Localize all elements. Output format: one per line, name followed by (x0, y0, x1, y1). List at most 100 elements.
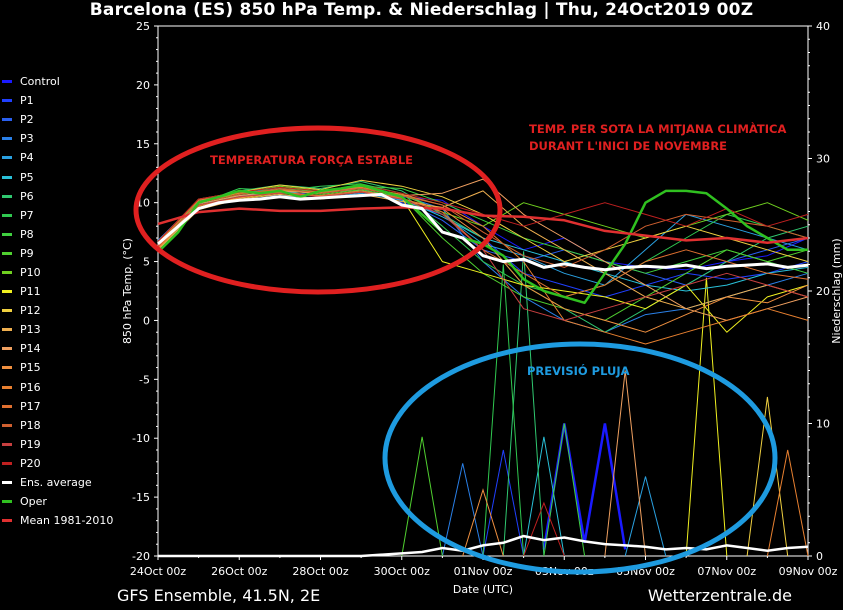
legend-swatch (2, 175, 12, 179)
legend: Control P1 P2 P3 P4 P5 P6 P7 P8 P9 P10 P11 P12 P13 P14… (2, 72, 122, 530)
y2-tick-label: 30 (816, 153, 830, 166)
legend-label: Oper (20, 495, 47, 509)
temp-line-p18 (157, 188, 809, 268)
annotation-rain: PREVISIÓ PLUJA (527, 363, 630, 378)
y-tick-label: -20 (132, 550, 150, 563)
y2-axis-label: Niederschlag (mm) (830, 238, 843, 343)
y-tick-label: 5 (143, 256, 150, 269)
legend-label: P15 (20, 361, 41, 375)
precip-line-p7 (482, 264, 525, 557)
legend-swatch (2, 213, 12, 217)
x-tick-label: 30Oct 00z (374, 565, 431, 578)
legend-label: P19 (20, 437, 41, 451)
legend-label: P12 (20, 304, 41, 318)
legend-item: P9 (2, 244, 122, 263)
x-tick-label: 26Oct 00z (211, 565, 268, 578)
precip-line-p5 (523, 436, 565, 557)
legend-label: P10 (20, 265, 41, 279)
precip-series-group (158, 251, 809, 558)
annotation-below-mean-2: DURANT L'INICI DE NOVEMBRE (529, 139, 727, 153)
legend-item: P19 (2, 435, 122, 454)
legend-swatch (2, 328, 12, 332)
annotation-temp-stable: TEMPERATURA FORÇA ESTABLE (210, 153, 413, 167)
legend-swatch (2, 366, 12, 370)
legend-label: P9 (20, 246, 34, 260)
legend-label: P3 (20, 132, 34, 146)
legend-swatch (2, 137, 12, 141)
temp-line-p3 (157, 184, 809, 333)
plot-frame (157, 25, 809, 557)
temp-line-mean-1981-2010 (157, 206, 809, 244)
source-credit: Wetterzentrale.de (647, 586, 792, 605)
legend-label: P17 (20, 399, 41, 413)
precip-line-ens-average (158, 534, 809, 558)
annotation-ellipse-rain (382, 341, 778, 575)
temp-line-p19 (157, 191, 809, 321)
precip-line-p12 (746, 396, 789, 557)
y-tick-label: 20 (136, 79, 150, 92)
legend-item: P18 (2, 416, 122, 435)
x-tick-label: 09Nov 00z (779, 565, 838, 578)
legend-swatch (2, 99, 12, 103)
y-tick-label: -5 (139, 373, 150, 386)
legend-item: P15 (2, 358, 122, 377)
precip-line-p4 (624, 476, 667, 557)
legend-item: P6 (2, 187, 122, 206)
legend-label: Ens. average (20, 476, 92, 490)
temp-line-p5 (157, 190, 809, 292)
y-axis-label: 850 hPa Temp. (°C) (121, 238, 134, 344)
annotation-ellipse-stable (133, 125, 503, 295)
legend-item: Ens. average (2, 473, 122, 492)
y2-tick-label: 40 (816, 20, 830, 33)
legend-label: P2 (20, 113, 34, 127)
legend-swatch (2, 309, 12, 313)
legend-item: P20 (2, 454, 122, 473)
precip-line-p16 (766, 449, 809, 557)
temp-line-p16 (157, 186, 809, 345)
temp-line-control (157, 190, 809, 271)
legend-swatch (2, 118, 12, 122)
legend-label: Control (20, 75, 60, 89)
legend-label: P6 (20, 189, 34, 203)
precip-line-p6 (502, 251, 545, 557)
legend-label: P11 (20, 285, 41, 299)
legend-item: P14 (2, 339, 122, 358)
x-axis-label: Date (UTC) (453, 583, 513, 596)
legend-item: P16 (2, 378, 122, 397)
legend-item: P4 (2, 148, 122, 167)
annotation-group: TEMPERATURA FORÇA ESTABLE TEMP. PER SOTA… (133, 121, 786, 575)
legend-label: P16 (20, 380, 41, 394)
y-tick-label: 25 (136, 20, 150, 33)
legend-swatch (2, 232, 12, 236)
precip-line-p11 (685, 277, 728, 557)
legend-item: P13 (2, 320, 122, 339)
x-tick-label: 01Nov 00z (454, 565, 513, 578)
precip-line-p14 (604, 370, 646, 557)
y2-tick-label: 20 (816, 285, 830, 298)
legend-item: P7 (2, 206, 122, 225)
y-tick-label: 0 (143, 314, 150, 327)
precip-line-p9 (401, 436, 443, 557)
legend-item: P10 (2, 263, 122, 282)
legend-label: Mean 1981-2010 (20, 514, 114, 528)
precip-line-p3 (441, 463, 484, 557)
x-tick-label: 24Oct 00z (130, 565, 187, 578)
legend-label: P20 (20, 456, 41, 470)
legend-item: P11 (2, 282, 122, 301)
legend-item: P12 (2, 301, 122, 320)
legend-item: P17 (2, 397, 122, 416)
legend-item: P8 (2, 225, 122, 244)
legend-item: P5 (2, 167, 122, 186)
legend-label: P18 (20, 418, 41, 432)
legend-swatch (2, 385, 12, 389)
legend-swatch (2, 347, 12, 351)
legend-item: P3 (2, 129, 122, 148)
legend-label: P4 (20, 151, 34, 165)
y2-tick-label: 0 (816, 550, 823, 563)
legend-swatch (2, 481, 12, 485)
precip-line-p15 (462, 488, 504, 557)
temp-line-ens-average (157, 192, 809, 272)
x-tick-label: 28Oct 00z (292, 565, 349, 578)
y-tick-label: -10 (132, 432, 150, 445)
